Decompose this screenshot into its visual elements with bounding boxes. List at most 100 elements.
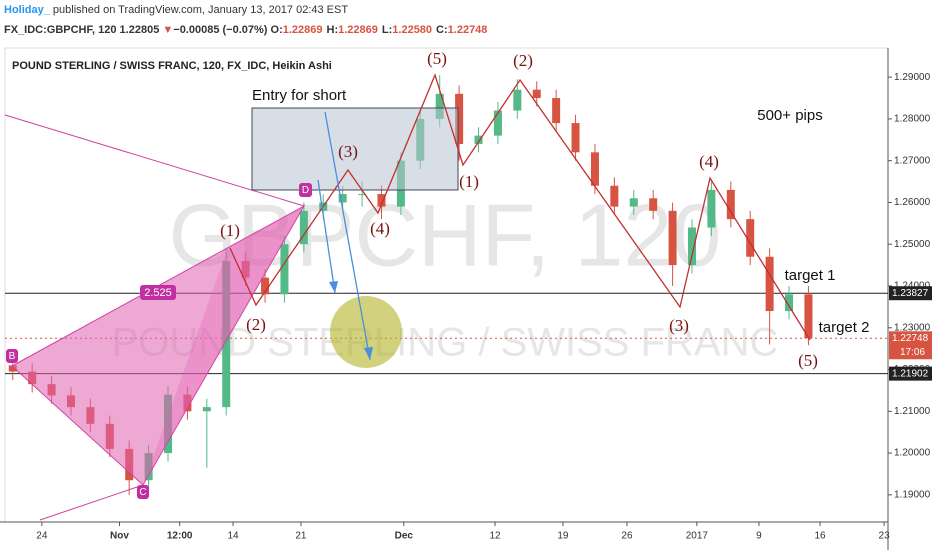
ohlc-label: O: (270, 24, 283, 36)
ohlc-label: H: (326, 24, 339, 36)
level-label: 1.23827 (892, 288, 929, 299)
y-tick-label: 1.23000 (894, 322, 931, 333)
candle-body (785, 294, 794, 312)
wave-label: (3) (338, 142, 358, 161)
x-tick-label: 19 (557, 531, 569, 542)
candle-body (590, 152, 599, 186)
point-label: D (302, 185, 309, 196)
candle-body (707, 189, 716, 228)
ratio-label: 2.525 (144, 287, 172, 299)
y-tick-label: 1.19000 (894, 489, 931, 500)
wave-label: (4) (370, 219, 390, 238)
candle-body (668, 210, 677, 266)
x-tick-label: 26 (621, 531, 633, 542)
candle-body (571, 123, 580, 153)
last-price-time: 17:06 (900, 347, 925, 358)
header: Holiday_ published on TradingView.com, J… (0, 0, 932, 46)
entry-box (251, 107, 459, 191)
candle-body (435, 93, 444, 119)
ohlc-label: C: (436, 24, 448, 36)
wave-label: (3) (669, 316, 689, 335)
point-label: B (9, 351, 16, 362)
candle-body (261, 277, 270, 295)
axes: 1.190001.200001.210001.220001.230001.240… (36, 72, 932, 542)
annotation: target 1 (785, 267, 836, 284)
candle-body (765, 256, 774, 312)
y-tick-label: 1.21000 (894, 406, 931, 417)
y-tick-label: 1.25000 (894, 239, 931, 250)
ohlc: O:1.22869 H:1.22869 L:1.22580 C:1.22748 (271, 24, 492, 36)
last-price-badge (889, 331, 932, 360)
x-tick-label: 24 (36, 531, 48, 542)
ohlc-value: 1.22869 (282, 24, 323, 36)
candle-body (455, 93, 464, 144)
chart-title: POUND STERLING / SWISS FRANC, 120, FX_ID… (12, 60, 332, 72)
wave-label: (5) (798, 351, 818, 370)
x-tick-label: 12:00 (167, 531, 193, 542)
y-tick-label: 1.27000 (894, 155, 931, 166)
arrow (317, 179, 336, 294)
ohlc-value: 1.22580 (392, 24, 433, 36)
target-circle (330, 296, 402, 368)
wave-line (229, 73, 811, 341)
wave-label: (2) (246, 315, 266, 334)
y-tick-label: 1.28000 (894, 114, 931, 125)
candle-body (280, 244, 289, 295)
x-tick-label: Nov (110, 531, 129, 542)
candle-body (532, 89, 541, 99)
candle-body (649, 198, 658, 211)
y-tick-label: 1.29000 (894, 72, 931, 83)
y-tick-label: 1.20000 (894, 448, 931, 459)
pattern-triangle (143, 206, 304, 485)
level-badge (889, 286, 932, 301)
annotation: 500+ pips (757, 107, 822, 124)
arrow-head (329, 281, 338, 293)
point-label: C (139, 487, 146, 498)
candle-body (474, 135, 483, 144)
arrow: ▼ (162, 24, 174, 36)
x-tick-label: Dec (395, 531, 414, 542)
candle-body (8, 365, 17, 372)
price: 1.22805 (119, 24, 160, 36)
candle-body (202, 407, 211, 412)
level-badge (889, 366, 932, 381)
wave-label: (1) (220, 221, 240, 240)
symbol: FX_IDC:GBPCHF, 120 (4, 24, 117, 36)
candle-body (358, 194, 367, 196)
point-badge (6, 349, 18, 363)
arrow-head (364, 347, 373, 360)
point-badge (137, 485, 149, 499)
level-label: 1.21902 (892, 368, 929, 379)
x-tick-label: 9 (756, 531, 762, 542)
arrow (324, 111, 371, 361)
x-tick-label: 14 (227, 531, 239, 542)
candle-body (629, 198, 638, 207)
ohlc-label: L: (381, 24, 393, 36)
candle-body (552, 98, 561, 124)
candle-body (513, 89, 522, 111)
published: published on TradingView.com, January 13… (52, 4, 349, 16)
change: −0.00085 (−0.07%) (173, 24, 268, 36)
candle-body (493, 110, 502, 136)
header-line1: Holiday_ published on TradingView.com, J… (4, 4, 348, 16)
candle-body (610, 185, 619, 207)
ohlc-value: 1.22869 (338, 24, 378, 36)
pattern-line (39, 484, 144, 521)
pattern-line (4, 114, 305, 207)
x-tick-label: 2017 (686, 531, 709, 542)
candle-body (746, 219, 755, 257)
annotation: target 2 (819, 319, 870, 336)
x-tick-label: 23 (879, 531, 891, 542)
ratio-badge (140, 285, 176, 300)
wave-label: (2) (513, 51, 533, 70)
user[interactable]: Holiday_ (4, 4, 50, 16)
x-tick-label: 21 (295, 531, 307, 542)
x-tick-label: 12 (489, 531, 501, 542)
candle-body (687, 227, 696, 266)
last-price-label: 1.22748 (892, 333, 929, 344)
candle-body (804, 294, 813, 339)
x-tick-label: 16 (815, 531, 827, 542)
wave-label: (4) (699, 152, 719, 171)
